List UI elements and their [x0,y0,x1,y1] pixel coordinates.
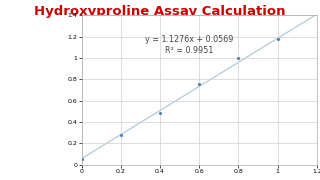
Point [196,83,202,86]
Point [79,157,84,160]
Text: y = 1.1276x + 0.0569
R² = 0.9951: y = 1.1276x + 0.0569 R² = 0.9951 [145,35,234,55]
Point [157,112,163,115]
Point [236,56,241,59]
Text: Hydroxyproline Assay Calculation: Hydroxyproline Assay Calculation [34,5,286,18]
Text: Concentration: Concentration [0,85,78,95]
Point [275,37,280,40]
Point [118,133,124,136]
